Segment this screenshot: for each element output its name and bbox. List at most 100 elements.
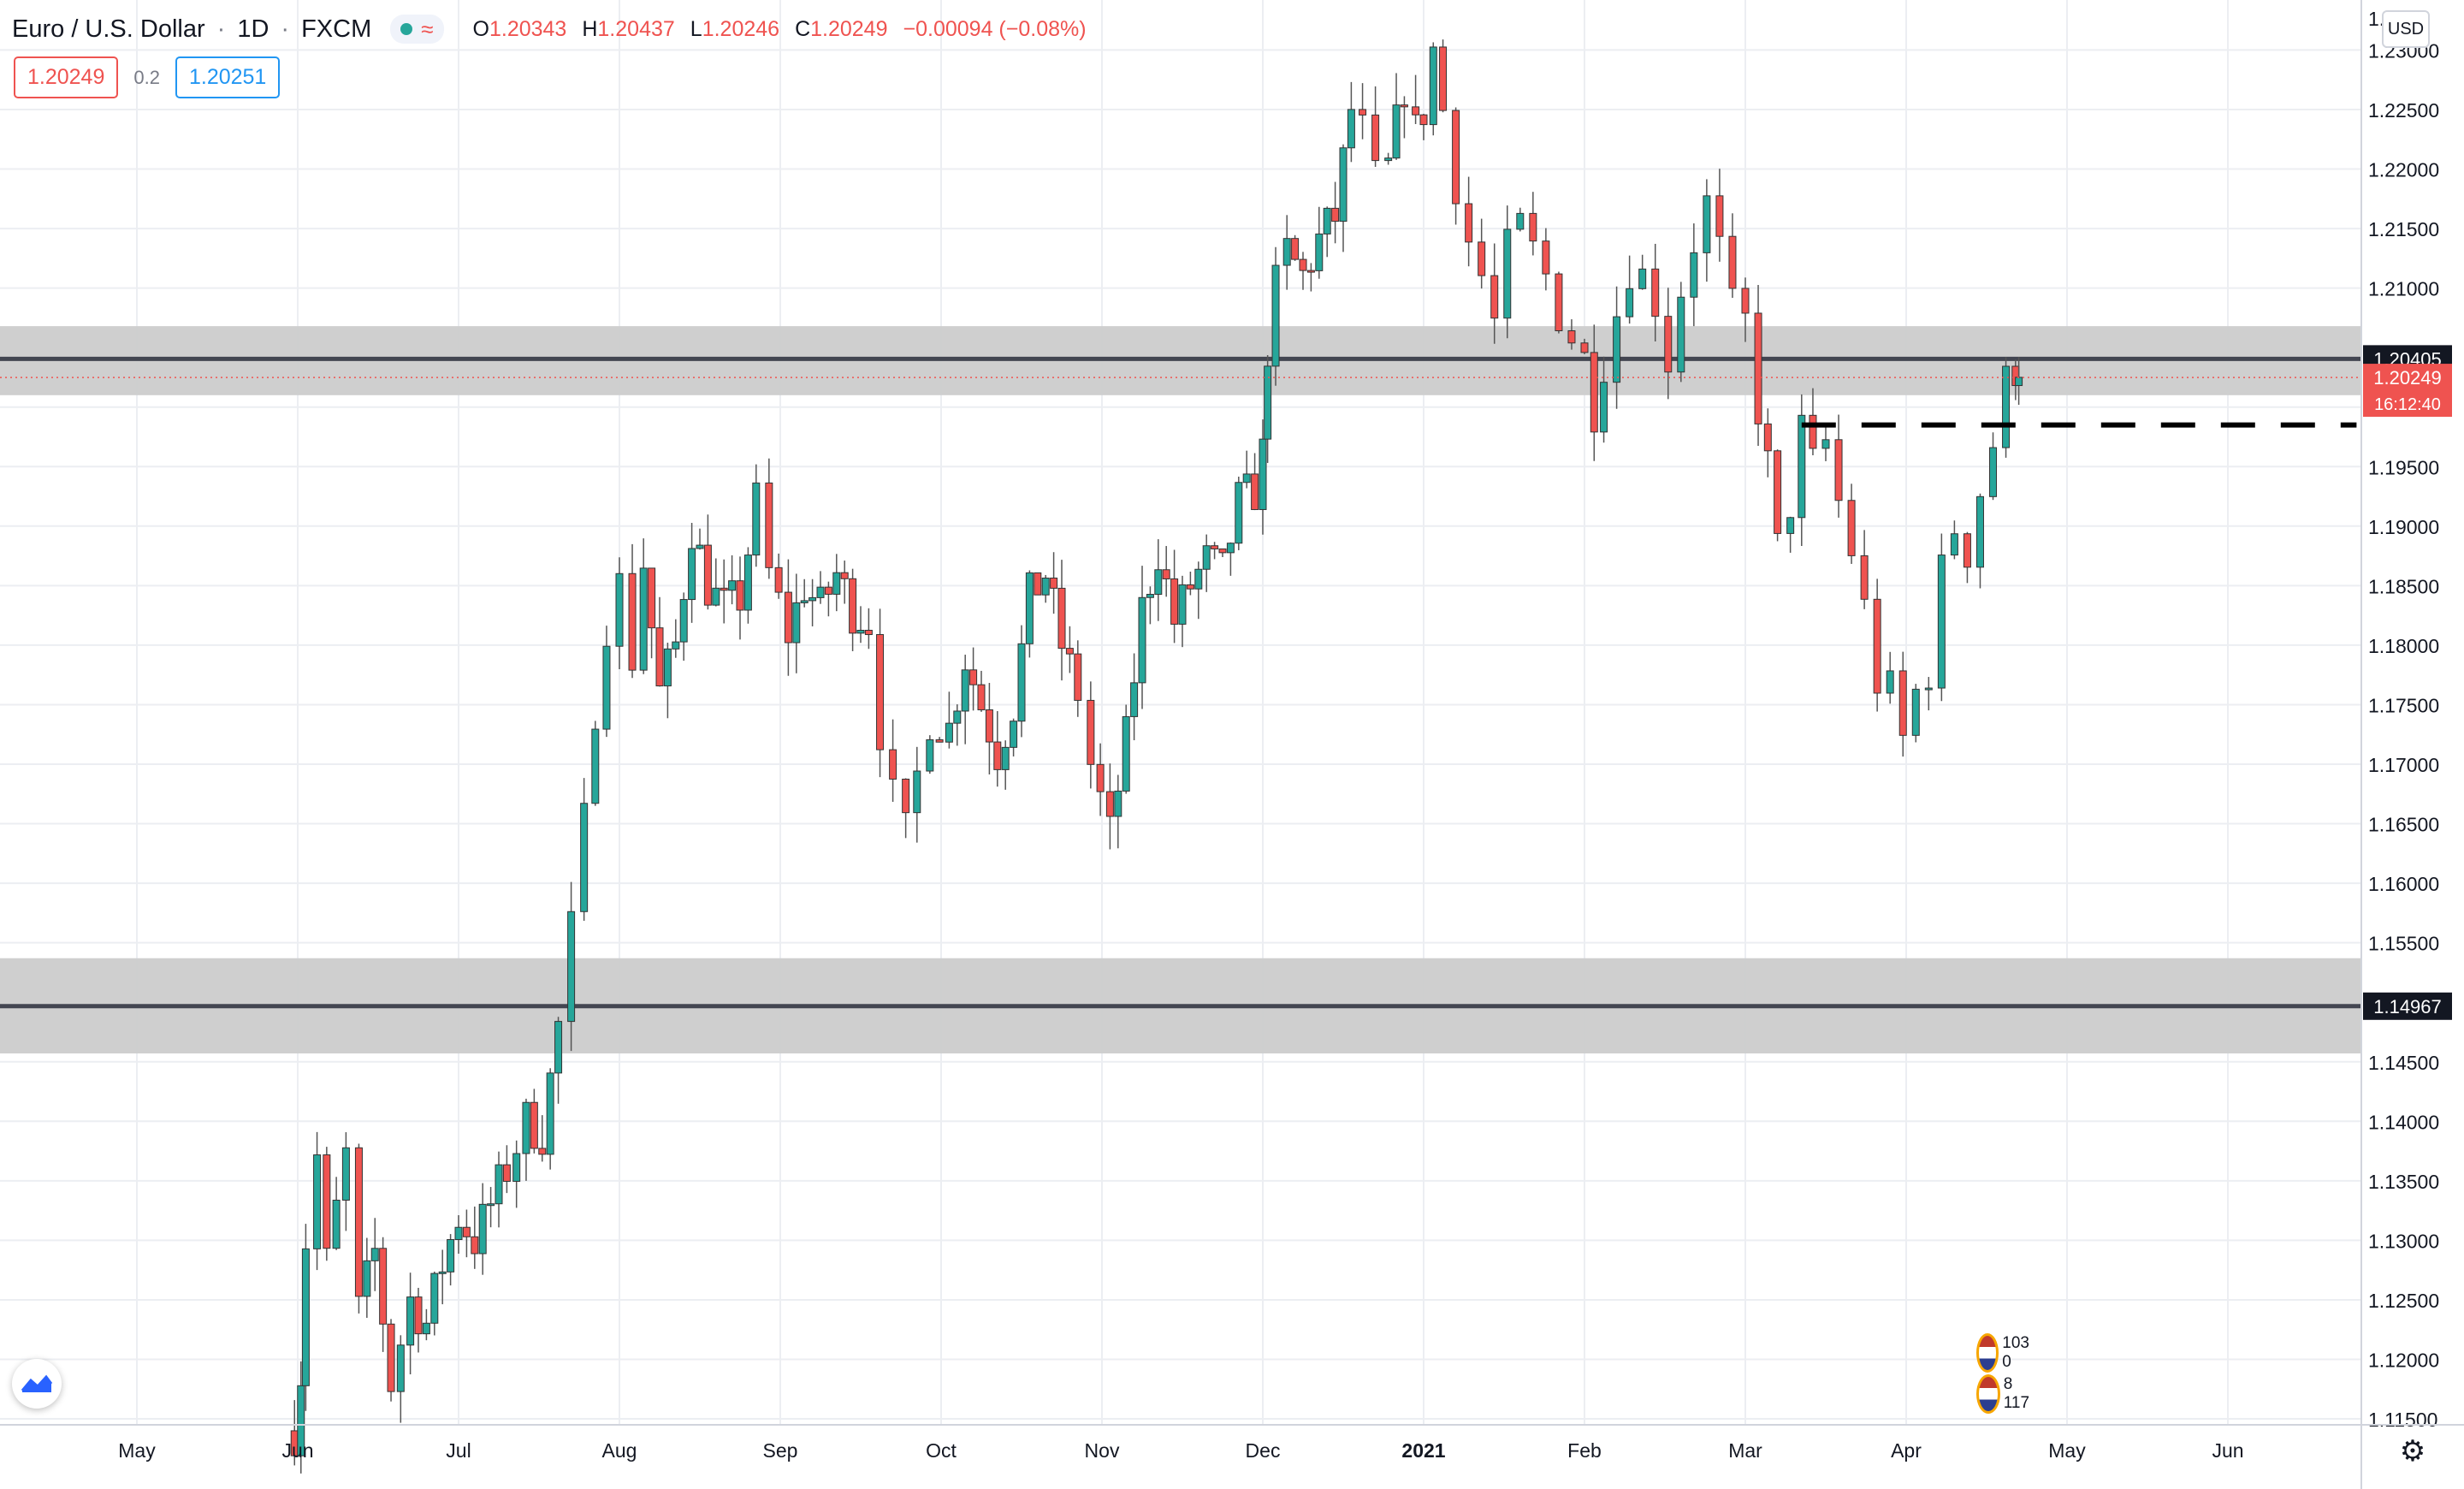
candle-body [1465,203,1473,243]
candle-body [672,641,680,650]
candle-body [1613,316,1621,383]
candle-body [554,1021,563,1074]
event-marker[interactable]: 103 0 [1976,1333,2029,1373]
time-tick-label: Apr [1891,1439,1922,1462]
event-marker[interactable]: 8 117 [1976,1374,2029,1414]
time-tick-label: Jul [446,1439,471,1462]
interval-label[interactable]: 1D [237,15,270,43]
candle-body [1847,500,1856,556]
time-tick-label: Nov [1085,1439,1120,1462]
time-scale[interactable]: May Jun Jul Aug Sep Oct Nov Dec 2021 Feb Mar Apr May… [0,1424,2464,1462]
candle-body [743,555,752,611]
candle-body [1651,268,1660,317]
candle-body [648,567,656,629]
price-tick-label: 1.21000 [2368,278,2439,300]
title-separator: · [281,15,290,43]
candle-body [985,709,993,743]
exchange-label: FXCM [301,15,372,43]
candle-body [765,482,773,568]
time-tick-label: May [118,1439,156,1462]
candle-body [889,749,897,780]
candle-body [712,587,720,606]
candle-body [1170,578,1179,625]
candle-body [1590,352,1598,433]
candle-body [1087,699,1095,765]
ohlc-change: −0.00094 (−0.08%) [903,16,1087,41]
candle-body [1728,235,1737,289]
candle-body [1950,533,1958,556]
currency-button[interactable]: USD [2382,10,2430,48]
candle-body [1162,569,1170,579]
time-tick-label: Dec [1246,1439,1281,1462]
time-tick-label: Oct [926,1439,957,1462]
candle-body [1412,106,1420,116]
ohlc-open: O1.20343 [472,16,567,41]
candle-body [1235,482,1243,544]
time-tick-label: Aug [602,1439,637,1462]
candle-body [1975,495,1984,568]
candle-body [774,567,783,593]
candle-body [1359,109,1367,116]
ohlc-high: H1.20437 [582,16,675,41]
candle-body [538,1148,547,1155]
candle-body [447,1239,455,1272]
candle-body [2002,365,2011,448]
candle-body [1429,46,1437,126]
candle-body [1218,548,1227,554]
ohlc-close: C1.20249 [795,16,888,41]
candle-body [1555,273,1563,332]
tradingview-logo[interactable] [12,1359,62,1409]
candle-body [1306,270,1315,273]
candle-body [1989,447,1998,497]
candle-body [832,572,841,595]
candle-body [1251,473,1259,510]
candle-body [1331,207,1340,222]
candle-body [876,634,885,750]
symbol-title[interactable]: Euro / U.S. Dollar [12,15,205,43]
market-status[interactable]: ≈ [390,15,444,44]
candle-body [728,580,737,591]
sell-button[interactable]: 1.20249 [14,56,119,98]
candle-body [1211,545,1219,549]
candle-body [655,627,664,687]
candle-body [1600,382,1608,433]
candle-body [1050,578,1058,589]
buy-button[interactable]: 1.20251 [175,56,281,98]
candle-body [1178,584,1187,625]
price-tick-label: 1.17000 [2368,754,2439,776]
candle-body [478,1203,487,1255]
candle-body [969,669,978,685]
candle-body [1017,643,1026,722]
candle-body [1271,264,1280,367]
sr-price-label: 1.14967 [2373,996,2442,1017]
candle-body [849,578,857,634]
candle-body [800,600,808,603]
candle-body [784,591,792,644]
candle-body [1567,330,1576,344]
candle-body [1478,241,1486,276]
price-scale[interactable]: 1.230001.225001.220001.215001.210001.200… [2360,0,2452,1489]
candle-body [720,587,728,591]
candle-body [1074,653,1082,701]
event-label: 103 0 [2002,1334,2029,1371]
candle-body [816,586,825,598]
price-tick-label: 1.18500 [2368,575,2439,597]
candle-body [1138,596,1146,684]
trade-buttons: 1.20249 0.2 1.20251 [14,56,281,98]
candle-body [1323,207,1331,234]
gear-icon[interactable]: ⚙ [2399,1435,2426,1468]
candle-body [1809,414,1817,449]
candle-body [864,630,873,636]
candle-body [1626,288,1634,317]
candle-body [1490,275,1499,319]
candle-body [824,586,832,595]
candle-body [1154,569,1163,596]
time-tick-label: Feb [1567,1439,1602,1462]
candle-body [1542,240,1550,275]
candle-body [1105,791,1114,817]
market-open-icon [400,23,413,35]
candle-body [1860,555,1869,600]
candle-body [370,1248,379,1261]
time-tick-label: Jun [2212,1439,2243,1462]
